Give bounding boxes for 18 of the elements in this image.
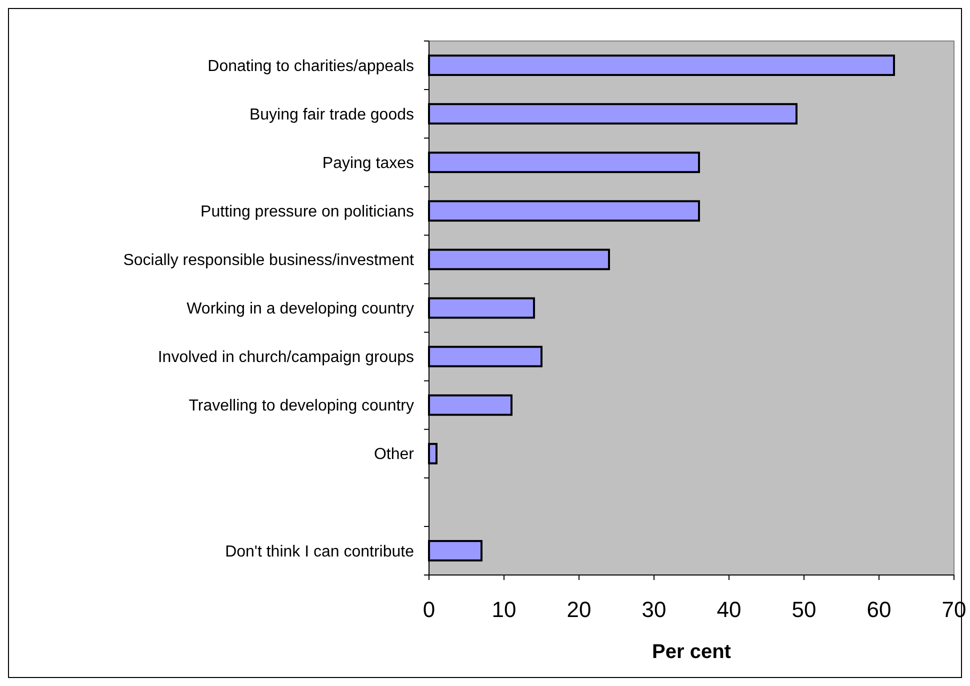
y-tick-label: Involved in church/campaign groups <box>158 349 414 366</box>
y-tick-label: Don't think I can contribute <box>225 543 414 560</box>
x-tick-label: 50 <box>792 597 816 622</box>
y-tick-label: Working in a developing country <box>186 300 414 318</box>
x-tick-label: 30 <box>642 597 666 622</box>
y-tick-label: Putting pressure on politicians <box>200 204 414 221</box>
x-tick-label: 20 <box>566 597 592 622</box>
y-tick-label: Travelling to developing country <box>188 398 414 415</box>
x-tick-label: 40 <box>716 597 742 622</box>
x-tick-label: 60 <box>866 597 892 622</box>
x-tick-label: 10 <box>492 597 516 622</box>
y-tick-label: Buying fair trade goods <box>249 106 414 124</box>
y-tick-label: Paying taxes <box>322 154 414 172</box>
y-tick-label: Socially responsible business/investment <box>123 252 415 270</box>
y-tick-label: Donating to charities/appeals <box>208 58 414 75</box>
y-tick-label: Other <box>374 446 415 464</box>
x-axis-title: Per cent <box>652 641 732 663</box>
x-tick-label: 0 <box>422 597 436 622</box>
